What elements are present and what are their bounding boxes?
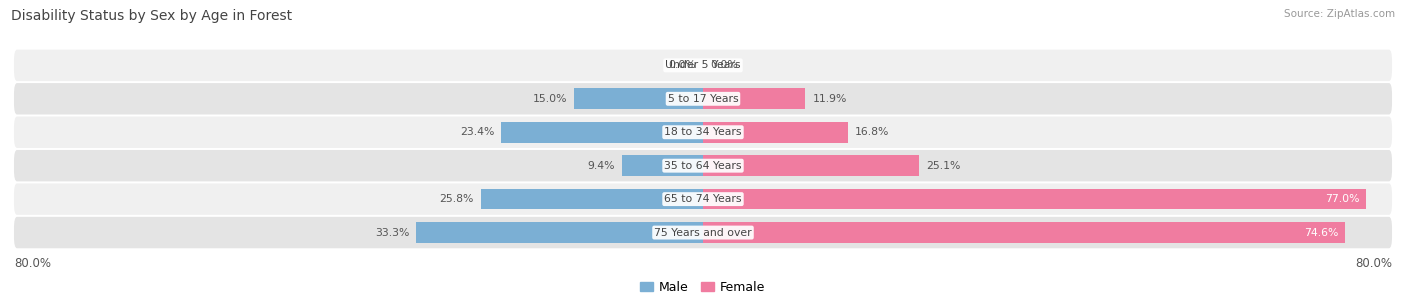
Text: 11.9%: 11.9% xyxy=(813,94,846,104)
Bar xyxy=(416,222,703,243)
Text: 16.8%: 16.8% xyxy=(855,127,889,137)
Legend: Male, Female: Male, Female xyxy=(636,276,770,299)
Bar xyxy=(703,88,806,109)
Text: 80.0%: 80.0% xyxy=(1355,257,1392,270)
Text: 75 Years and over: 75 Years and over xyxy=(654,228,752,237)
Text: 9.4%: 9.4% xyxy=(588,161,616,171)
Text: 33.3%: 33.3% xyxy=(375,228,409,237)
Text: Under 5 Years: Under 5 Years xyxy=(665,60,741,70)
Text: 0.0%: 0.0% xyxy=(668,60,696,70)
Text: 5 to 17 Years: 5 to 17 Years xyxy=(668,94,738,104)
Text: 23.4%: 23.4% xyxy=(460,127,495,137)
Bar xyxy=(703,189,1367,209)
Bar xyxy=(481,189,703,209)
FancyBboxPatch shape xyxy=(14,150,1392,181)
Bar xyxy=(703,155,920,176)
Text: 25.8%: 25.8% xyxy=(440,194,474,204)
FancyBboxPatch shape xyxy=(14,83,1392,115)
Bar xyxy=(621,155,703,176)
Text: 18 to 34 Years: 18 to 34 Years xyxy=(664,127,742,137)
Text: 74.6%: 74.6% xyxy=(1305,228,1339,237)
Text: 77.0%: 77.0% xyxy=(1324,194,1360,204)
Text: 35 to 64 Years: 35 to 64 Years xyxy=(664,161,742,171)
FancyBboxPatch shape xyxy=(14,116,1392,148)
Text: 65 to 74 Years: 65 to 74 Years xyxy=(664,194,742,204)
Text: Source: ZipAtlas.com: Source: ZipAtlas.com xyxy=(1284,9,1395,19)
FancyBboxPatch shape xyxy=(14,217,1392,248)
Text: 15.0%: 15.0% xyxy=(533,94,567,104)
Text: 0.0%: 0.0% xyxy=(710,60,738,70)
Bar xyxy=(574,88,703,109)
FancyBboxPatch shape xyxy=(14,183,1392,215)
Bar xyxy=(502,122,703,143)
Bar xyxy=(703,222,1346,243)
Text: Disability Status by Sex by Age in Forest: Disability Status by Sex by Age in Fores… xyxy=(11,9,292,23)
Text: 25.1%: 25.1% xyxy=(927,161,960,171)
Bar xyxy=(703,122,848,143)
Text: 80.0%: 80.0% xyxy=(14,257,51,270)
FancyBboxPatch shape xyxy=(14,50,1392,81)
